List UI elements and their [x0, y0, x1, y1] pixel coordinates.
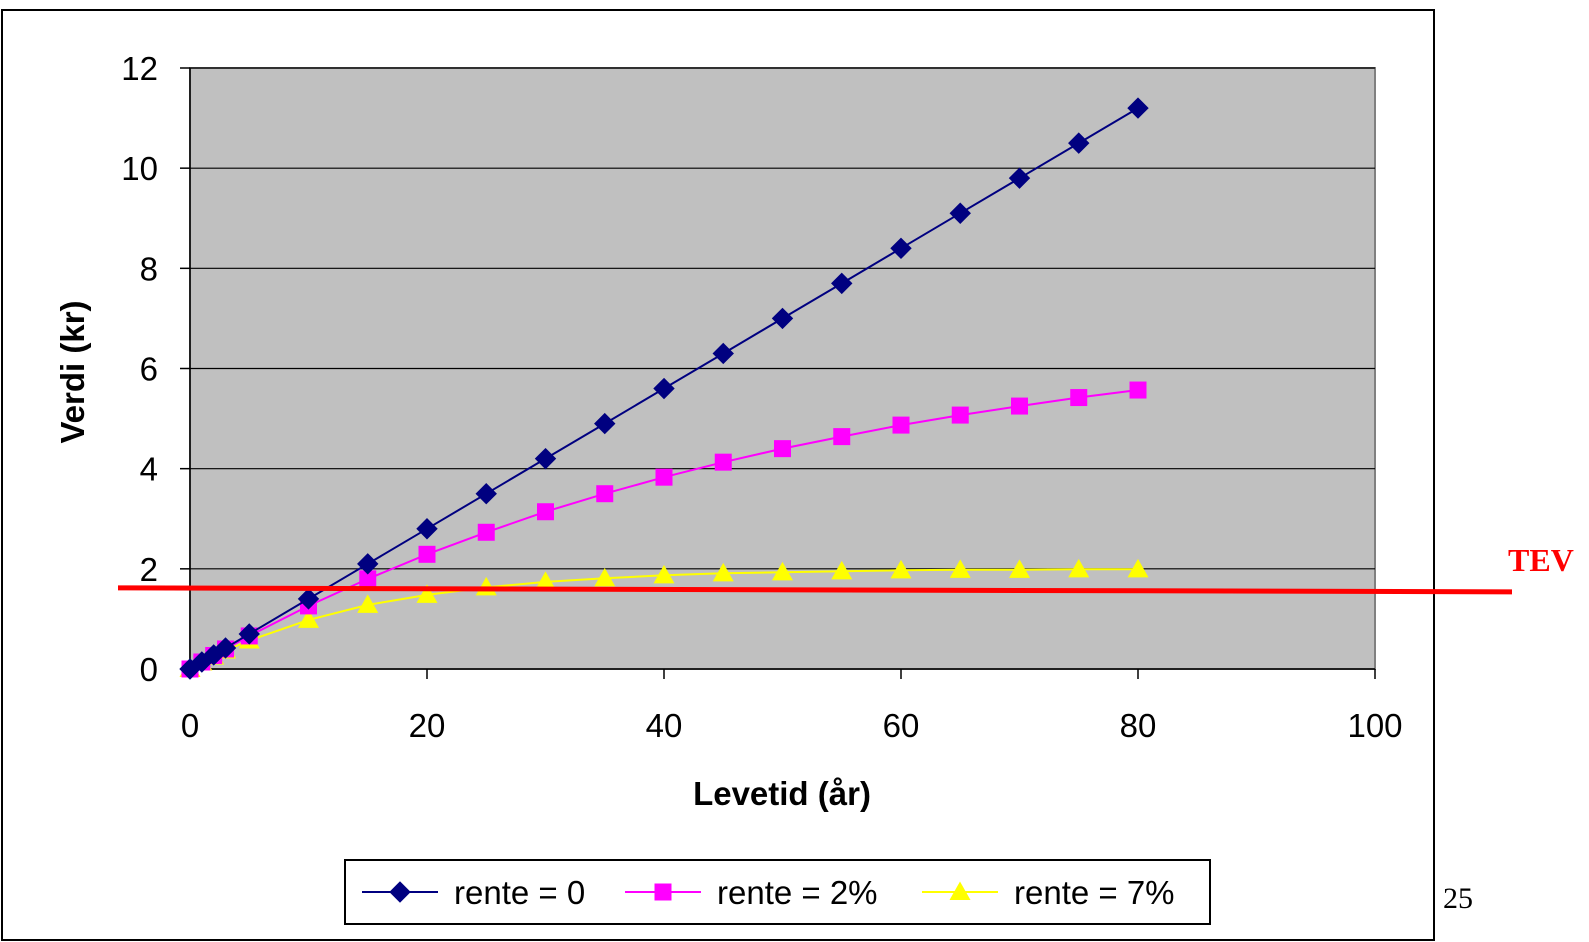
x-tick-label: 100 [1347, 707, 1402, 744]
marker-triangle [831, 560, 853, 580]
marker-triangle [416, 584, 438, 603]
x-tick-label: 0 [181, 707, 199, 744]
y-tick-label: 0 [140, 651, 158, 688]
marker-triangle [890, 559, 912, 579]
marker-triangle [1127, 558, 1149, 578]
marker-square [654, 883, 672, 901]
y-tick-label: 8 [140, 250, 158, 287]
marker-triangle [535, 571, 556, 590]
marker-diamond [297, 588, 320, 610]
slide-number: 25 [1443, 882, 1473, 915]
marker-square [418, 545, 436, 563]
marker-square [774, 440, 791, 458]
marker-triangle [949, 559, 971, 578]
marker-square [655, 468, 673, 486]
marker-triangle [298, 609, 319, 628]
x-tick-label: 60 [883, 707, 920, 744]
axes: 0 2 4 6 8 10 12 0 20 40 60 80 100 [121, 50, 1402, 744]
marker-square [714, 453, 732, 471]
reference-layer [117, 585, 1513, 595]
marker-square [537, 503, 554, 521]
marker-square [477, 523, 495, 541]
marker-triangle [1009, 559, 1030, 578]
marker-square [951, 406, 969, 424]
marker-triangle [712, 562, 734, 582]
marker-triangle [653, 564, 675, 584]
marker-diamond [890, 237, 912, 260]
marker-diamond [389, 881, 411, 903]
marker-square [833, 428, 851, 446]
marker-triangle [357, 594, 379, 613]
marker-diamond [1127, 97, 1149, 119]
legend-label: rente = 7% [1014, 874, 1175, 911]
marker-diamond [238, 623, 260, 645]
marker-triangle [949, 881, 971, 900]
marker-square [892, 416, 910, 434]
marker-triangle [1068, 558, 1090, 578]
marker-diamond [712, 342, 734, 365]
y-tick-label: 10 [121, 150, 158, 187]
tev-label: TEV [1508, 542, 1574, 578]
marker-diamond [534, 447, 557, 470]
marker-diamond [475, 483, 497, 505]
x-tick-label: 80 [1120, 707, 1157, 744]
y-tick-label: 4 [140, 451, 158, 488]
marker-diamond [1008, 167, 1031, 189]
series-layer [179, 97, 1149, 680]
marker-triangle [772, 561, 793, 581]
legend-label: rente = 0 [454, 874, 585, 911]
y-axis-title: Verdi (kr) [54, 300, 91, 443]
legend-label: rente = 2% [717, 874, 878, 911]
marker-square [1070, 389, 1088, 407]
marker-diamond [214, 637, 237, 659]
marker-diamond [357, 553, 379, 575]
marker-square [359, 570, 377, 588]
x-axis-title: Levetid (år) [693, 775, 871, 812]
legend-box [344, 859, 1211, 925]
tev-line [117, 585, 1513, 595]
marker-square [1129, 381, 1147, 399]
x-tick-label: 40 [646, 707, 683, 744]
marker-diamond [653, 377, 675, 400]
marker-diamond [1068, 132, 1090, 154]
marker-diamond [949, 202, 971, 224]
series-0 [179, 97, 1149, 680]
y-tick-label: 2 [140, 551, 158, 588]
marker-diamond [594, 412, 616, 435]
gridlines [190, 67, 1375, 570]
marker-square [596, 485, 614, 503]
marker-triangle [594, 567, 616, 587]
x-tick-label: 20 [409, 707, 446, 744]
marker-diamond [771, 307, 794, 330]
marker-diamond [416, 518, 438, 540]
y-tick-label: 12 [121, 50, 158, 87]
legend: rente = 0 rente = 2% rente = 7% [344, 859, 1211, 925]
marker-square [1011, 397, 1028, 415]
y-tick-label: 6 [140, 351, 158, 388]
marker-diamond [831, 272, 853, 295]
